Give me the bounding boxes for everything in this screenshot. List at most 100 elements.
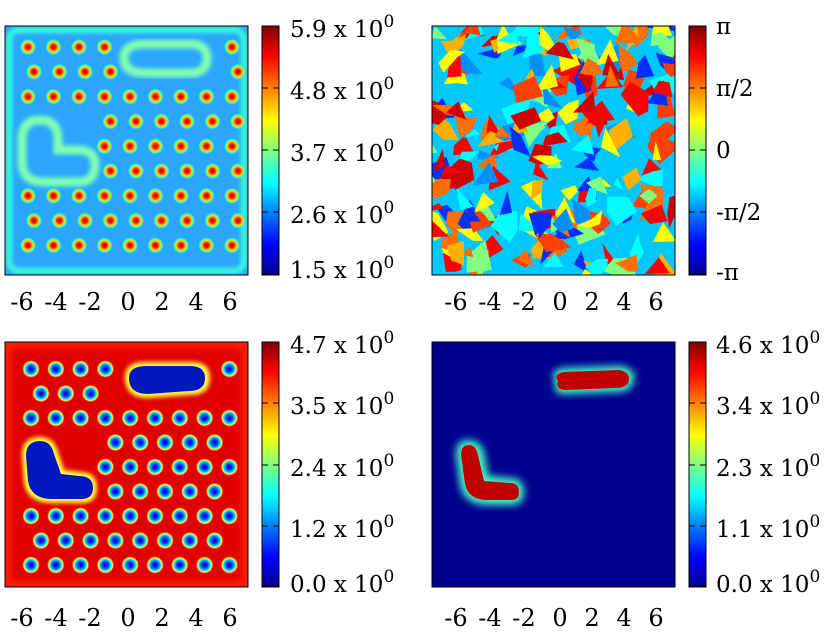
phase-patch	[644, 257, 670, 274]
cb-tick-label: 1.5 x 100	[290, 253, 394, 284]
phase-patch	[432, 26, 448, 40]
phase-patch	[574, 157, 600, 171]
phase-patch	[635, 55, 655, 79]
x-tick-labels: -6 -4 -2 0 2 4 6	[10, 288, 237, 316]
phase-patch	[563, 26, 580, 40]
density-peak	[70, 88, 88, 106]
density-hole	[220, 409, 239, 427]
panel-phase-1: π π/2 0 -π/2 -π -6 -4 -2 0 2 4 6	[431, 14, 761, 316]
density-peak	[102, 212, 119, 230]
plot-frame	[431, 25, 676, 276]
phase-patch	[443, 252, 462, 272]
phase-patch	[447, 51, 462, 78]
density-peak	[178, 162, 196, 180]
density-hole	[131, 531, 150, 550]
density-peak	[153, 112, 170, 130]
phase-patch	[438, 49, 466, 73]
density-hole	[195, 556, 214, 574]
phase-patch	[615, 254, 638, 272]
density-hole	[106, 531, 125, 550]
density-hole	[180, 531, 199, 550]
density-peak	[19, 88, 37, 106]
phase-patch	[571, 134, 595, 155]
cb-tick-label: -π/2	[716, 200, 761, 226]
phase-patch	[652, 141, 662, 160]
cb-tick-label: 3.4 x 100	[716, 389, 820, 420]
phase-patch	[560, 185, 579, 201]
density-hole	[32, 531, 50, 550]
density-peak	[198, 137, 215, 155]
colorbar-ticks	[689, 341, 706, 587]
density-peak	[229, 212, 247, 230]
density-hole	[96, 556, 115, 574]
density-hole	[146, 458, 164, 476]
cb-tick-label: 4.7 x 100	[290, 328, 394, 359]
density-peak	[229, 63, 247, 81]
x-tick-label: -6	[444, 604, 467, 632]
density-peak	[172, 88, 190, 106]
density-peak	[223, 236, 241, 254]
density-peak	[19, 38, 37, 56]
density-peak	[178, 112, 196, 130]
x-tick-labels: -6 -4 -2 0 2 4 6	[444, 288, 663, 316]
phase-patch	[650, 32, 673, 47]
phase-patch	[472, 161, 499, 186]
phase-patch	[512, 76, 543, 103]
phase-patch	[477, 49, 504, 59]
density-hole	[81, 384, 100, 403]
phase-patch	[477, 154, 498, 172]
density-hole	[121, 458, 140, 476]
phase-patch	[533, 161, 549, 181]
x-tick-label: 6	[222, 288, 237, 316]
density-peak	[45, 187, 62, 205]
density-hole	[46, 556, 65, 574]
x-tick-label: -4	[44, 288, 67, 316]
phase-patch	[542, 83, 563, 109]
phase-patch	[576, 72, 593, 93]
phase-patch	[552, 208, 575, 233]
x-tick-label: 4	[188, 288, 203, 316]
phase-patch	[445, 101, 467, 120]
density-hole	[56, 384, 75, 403]
density-hole	[220, 458, 239, 476]
density-hole	[195, 507, 214, 525]
cb-tick-label: 2.4 x 100	[290, 451, 394, 482]
phase-patch	[522, 26, 545, 59]
phase-patch	[510, 107, 542, 130]
density-hole	[156, 433, 174, 452]
density-hole	[205, 482, 224, 501]
density-hole	[81, 531, 100, 550]
phase-patch	[494, 126, 512, 138]
large-hole	[129, 366, 205, 394]
density-hole	[22, 409, 40, 427]
density-hole	[156, 531, 174, 550]
density-hole	[156, 482, 174, 501]
phase-patch	[528, 212, 550, 236]
density-hole	[46, 507, 65, 525]
phase-patch	[636, 169, 664, 187]
density-hole	[56, 531, 75, 550]
phase-patch	[459, 208, 481, 223]
density-peak	[127, 212, 145, 230]
density-blob	[461, 445, 519, 500]
phase-patch	[581, 268, 593, 275]
density-hole	[96, 458, 115, 476]
density-hole	[195, 409, 214, 427]
density-hole	[170, 409, 189, 427]
phase-patch	[620, 81, 649, 117]
x-tick-label: -6	[10, 604, 33, 632]
density-hole	[121, 556, 140, 574]
phase-patch	[545, 41, 574, 60]
phase-patch	[461, 246, 474, 258]
density-peak	[223, 38, 241, 56]
phase-patch	[662, 62, 675, 78]
phase-patch	[446, 240, 464, 266]
phase-patch	[529, 54, 546, 77]
density-hole	[131, 433, 150, 452]
phase-patch	[488, 165, 511, 191]
phase-patch	[618, 44, 638, 75]
phase-patch	[532, 155, 563, 166]
density-hole	[71, 507, 90, 525]
phase-patch	[509, 126, 531, 157]
